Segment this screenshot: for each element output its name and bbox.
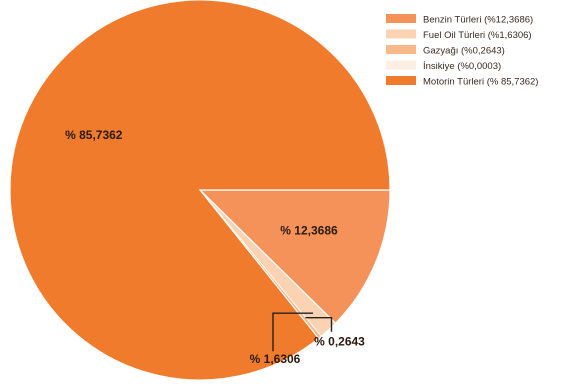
pie-slices: [9, 0, 391, 381]
slice-labels: % 12,3686 % 1,6306 % 0,2643 % 85,7362: [65, 128, 365, 366]
pie-slice-motorin-turleri: [9, 0, 391, 381]
legend-swatch-motorin-turleri: [386, 76, 416, 85]
legend-swatch-benzin-turleri: [386, 14, 416, 23]
data-label-motorin-turleri: % 85,7362: [65, 128, 123, 142]
legend-label-gazyagi: Gazyağı (%0,2643): [423, 46, 505, 57]
legend-label-benzin-turleri: Benzin Türleri (%12,3686): [423, 15, 533, 26]
data-label-gazyagi: % 0,2643: [314, 335, 365, 349]
legend-swatch-fuel-oil-turleri: [386, 29, 416, 39]
legend-label-fuel-oil-turleri: Fuel Oil Türleri (%1,6306): [423, 30, 532, 41]
pie-slice-benzin-turleri: [198, 189, 391, 325]
legend-label-insikiye: İnsikiye (%0,0003): [423, 61, 501, 72]
legend: Benzin Türleri (%12,3686) Fuel Oil Türler…: [386, 14, 538, 88]
leader-line-gazyagi: [305, 317, 333, 332]
legend-swatch-insikiye: [386, 60, 416, 70]
leader-line-fuel-oil-turleri: [272, 312, 313, 352]
data-label-fuel-oil-turleri: % 1,6306: [250, 352, 301, 366]
legend-swatch-gazyagi: [386, 45, 416, 54]
leader-lines: [272, 312, 333, 352]
data-label-benzin-turleri: % 12,3686: [280, 224, 338, 238]
legend-label-motorin-turleri: Motorin Türleri (% 85,7362): [423, 77, 538, 88]
